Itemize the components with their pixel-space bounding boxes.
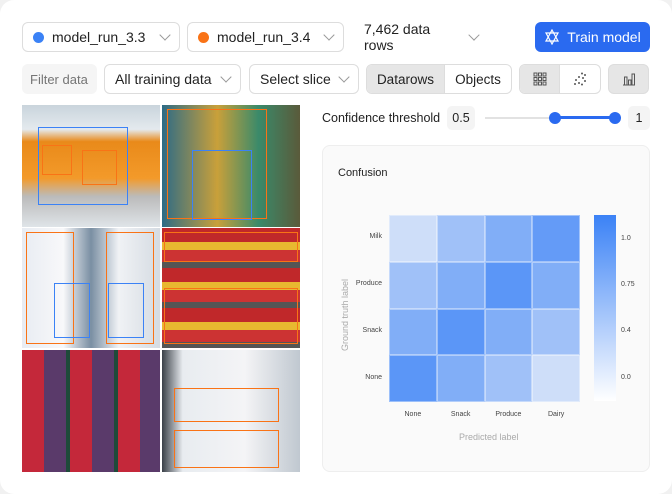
tab-datarows[interactable]: Datarows <box>367 65 445 93</box>
bounding-box <box>164 232 298 262</box>
chevron-down-icon <box>468 29 480 41</box>
bounding-box <box>42 145 72 175</box>
colorbar-tick-label: 1.0 <box>621 235 631 242</box>
y-tick-label: Snack <box>362 326 382 334</box>
slider-fill <box>555 116 615 119</box>
data-rows-label: 7,462 data rows <box>364 21 431 53</box>
threshold-label: Confidence threshold <box>322 111 441 125</box>
threshold-high-value[interactable]: 1 <box>628 106 650 130</box>
slider-low-handle[interactable] <box>549 112 561 124</box>
chart-title: Confusion <box>338 167 388 179</box>
colorbar <box>594 215 616 401</box>
heatmap-cell[interactable] <box>436 215 485 262</box>
heatmap-cell[interactable] <box>532 215 580 262</box>
bounding-box <box>174 430 279 468</box>
bar-chart-icon <box>622 73 635 86</box>
heatmap-cell[interactable] <box>436 308 485 356</box>
chart-view-button[interactable] <box>608 64 649 94</box>
tab-objects[interactable]: Objects <box>455 71 501 87</box>
layout-toggle <box>519 64 601 94</box>
heatmap-cell[interactable] <box>436 261 485 309</box>
chevron-down-icon <box>338 71 350 83</box>
chevron-down-icon <box>159 29 171 41</box>
chevron-down-icon <box>323 29 335 41</box>
model-b-label: model_run_3.4 <box>217 29 311 45</box>
heatmap-cell[interactable] <box>484 355 533 402</box>
data-rows-select[interactable]: 7,462 data rows <box>354 21 488 53</box>
slice-select[interactable]: Select slice <box>249 64 359 94</box>
heatmap-cell[interactable] <box>484 215 533 262</box>
y-tick-label: None <box>365 373 382 381</box>
heatmap-cell[interactable] <box>532 261 580 309</box>
dataset-select[interactable]: All training data <box>104 64 241 94</box>
grid-view-button[interactable] <box>520 65 561 93</box>
image-tile[interactable] <box>162 228 300 348</box>
heatmap-cell[interactable] <box>389 261 437 309</box>
bounding-box <box>82 150 117 185</box>
bounding-box <box>54 283 90 338</box>
train-model-label: Train model <box>567 29 641 45</box>
bounding-box <box>106 232 154 344</box>
x-tick-label: Dairy <box>547 411 565 418</box>
model-b-select[interactable]: model_run_3.4 <box>187 22 344 52</box>
grid-icon <box>533 72 546 86</box>
y-axis-label: Ground truth label <box>340 278 350 352</box>
heatmap-cell[interactable] <box>532 355 580 402</box>
dataset-label: All training data <box>115 71 212 87</box>
bounding-box <box>174 388 279 422</box>
image-tile[interactable] <box>22 228 160 348</box>
heatmap-cell[interactable] <box>484 308 533 356</box>
colorbar-tick-label: 0.0 <box>621 374 631 381</box>
chevron-down-icon <box>220 71 232 83</box>
train-model-button[interactable]: Train model <box>535 22 650 52</box>
heatmap-cell[interactable] <box>389 215 437 262</box>
view-toggle: Datarows Objects <box>366 64 512 94</box>
bounding-box <box>38 127 128 205</box>
x-tick-label: None <box>404 411 422 418</box>
bounding-box <box>192 150 252 220</box>
heatmap-cell[interactable] <box>436 355 485 402</box>
scatter-icon <box>574 72 586 86</box>
scatter-view-button[interactable] <box>560 65 600 93</box>
model-b-color-dot <box>198 31 209 43</box>
bounding-box <box>167 109 267 219</box>
slider-high-handle[interactable] <box>609 112 621 124</box>
heatmap-cell[interactable] <box>389 308 437 356</box>
heatmap-cell[interactable] <box>389 355 437 402</box>
image-tile[interactable] <box>162 350 300 472</box>
x-tick-label: Produce <box>495 411 522 418</box>
slice-label: Select slice <box>260 71 331 87</box>
bounding-box <box>164 288 298 344</box>
x-tick-label: Snack <box>450 411 471 418</box>
filter-input[interactable] <box>22 64 97 94</box>
heatmap-cell[interactable] <box>484 261 533 309</box>
colorbar-tick-label: 0.75 <box>621 281 635 288</box>
heatmap-cell[interactable] <box>532 308 580 356</box>
image-tile[interactable] <box>22 350 160 472</box>
bounding-box <box>108 283 144 338</box>
train-icon <box>545 29 560 45</box>
y-tick-label: Produce <box>355 280 382 288</box>
image-tile[interactable] <box>162 105 300 227</box>
x-axis-label: Predicted label <box>459 432 519 442</box>
model-a-label: model_run_3.3 <box>52 29 146 45</box>
threshold-low-value[interactable]: 0.5 <box>447 106 475 130</box>
bounding-box <box>26 232 74 344</box>
model-a-select[interactable]: model_run_3.3 <box>22 22 180 52</box>
image-tile[interactable] <box>22 105 160 227</box>
model-a-color-dot <box>33 31 44 43</box>
colorbar-tick-label: 0.4 <box>621 327 631 334</box>
y-tick-label: Milk <box>369 233 382 241</box>
